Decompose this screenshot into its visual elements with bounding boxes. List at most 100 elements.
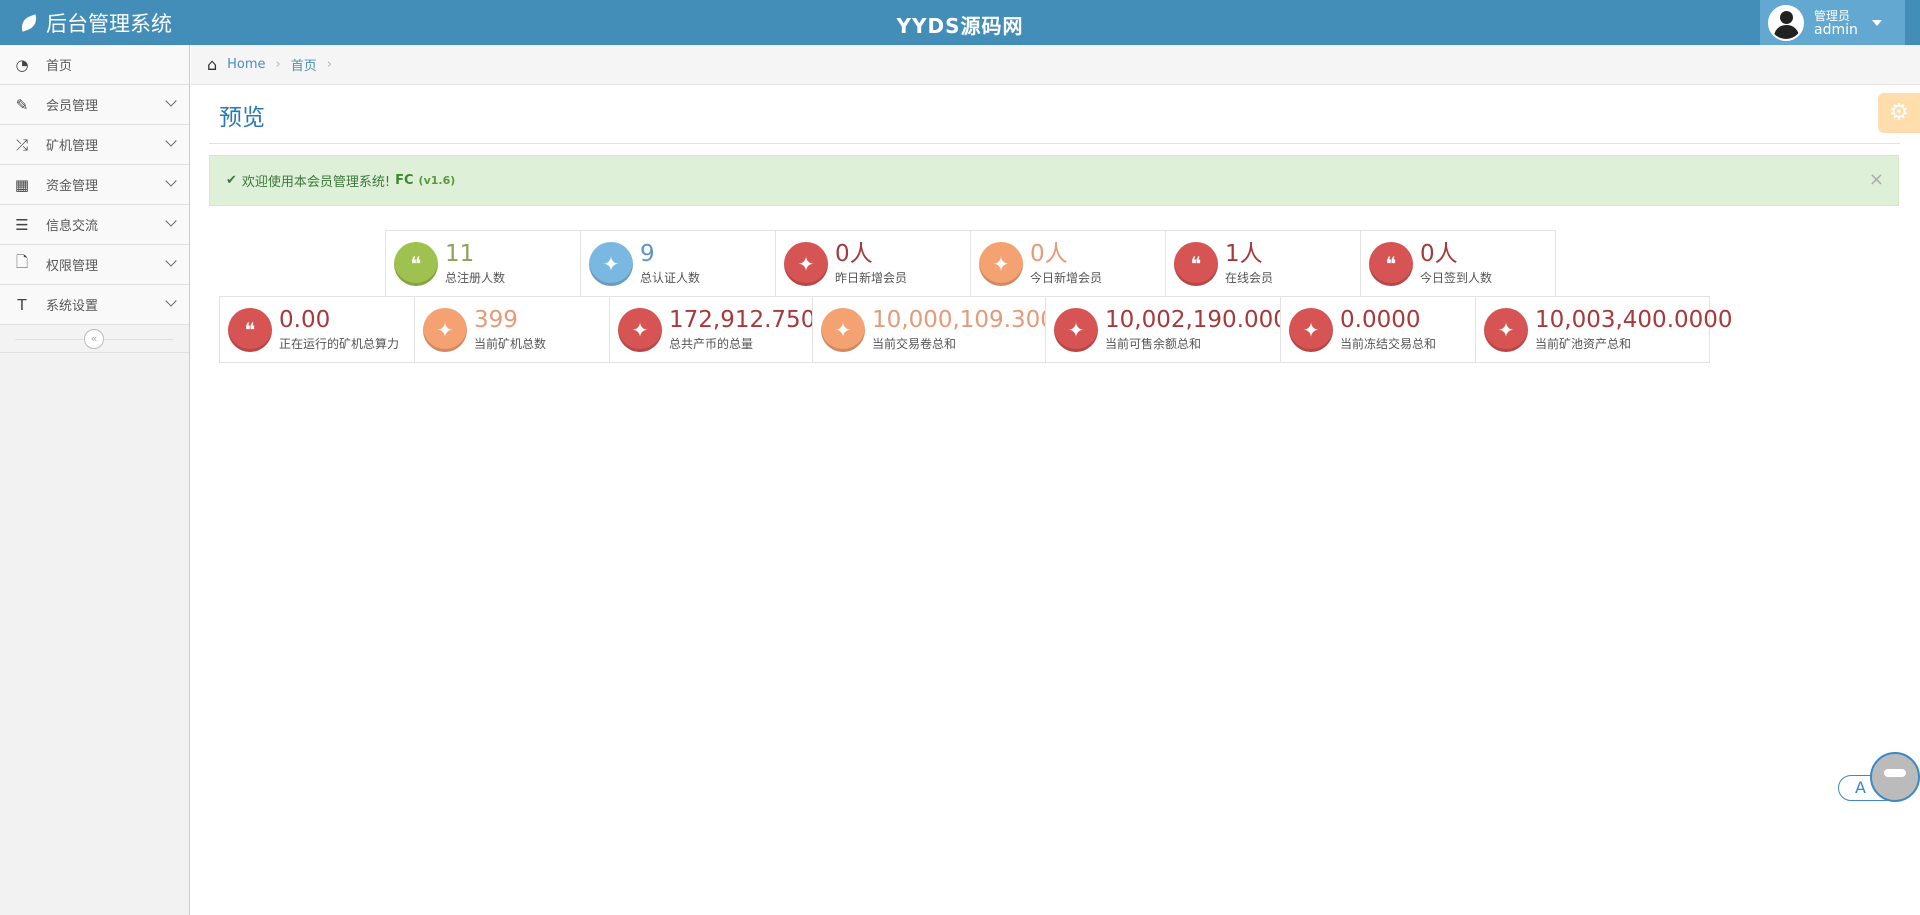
user-menu[interactable]: 管理员 admin [1760, 0, 1905, 45]
assistant-widget[interactable]: A [1838, 752, 1920, 802]
sidebar-item-label: 权限管理 [46, 259, 99, 274]
twitter-icon: ✦ [1289, 307, 1333, 352]
stat-box: ✦ 399 当前矿机总数 [414, 296, 610, 363]
alert-brand: FC [395, 173, 414, 188]
settings-gear-button[interactable]: ⚙ [1878, 93, 1920, 133]
stat-label: 今日签到人数 [1420, 271, 1493, 285]
stat-label: 当前可售余额总和 [1105, 337, 1202, 351]
chevron-down-icon [165, 295, 177, 307]
stat-label: 当前矿机总数 [474, 337, 547, 351]
robot-avatar-icon[interactable] [1870, 752, 1920, 802]
stat-label: 当前矿池资产总和 [1535, 337, 1632, 351]
stat-box: ✦ 10,002,190.0000 当前可售余额总和 [1045, 296, 1303, 363]
breadcrumb-separator: › [326, 57, 332, 72]
sidebar-item[interactable]: T 系统设置 [0, 285, 189, 325]
sidebar-item[interactable]: ✎ 会员管理 [0, 85, 189, 125]
chevron-down-icon [165, 215, 177, 227]
dashboard-icon: ◔ [15, 55, 29, 74]
twitter-icon: ✦ [618, 307, 662, 352]
stat-label: 今日新增会员 [1030, 271, 1103, 285]
stat-box: ✦ 0人今日新增会员 [970, 230, 1166, 297]
stat-label: 总认证人数 [640, 271, 701, 285]
stat-label: 正在运行的矿机总算力 [279, 337, 400, 351]
stat-label: 在线会员 [1225, 271, 1274, 285]
stat-box: ❝ 1人在线会员 [1165, 230, 1361, 297]
twitter-icon: ✦ [589, 241, 633, 286]
stat-box: ✦ 172,912.7502 总共产币的总量 [609, 296, 830, 363]
welcome-alert: ✔ 欢迎使用本会员管理系统! FC (v1.6) × [209, 155, 1899, 206]
breadcrumb-separator: › [275, 57, 281, 72]
stats-row-2: ❝ 0.00 正在运行的矿机总算力 ✦ 399 当前矿机总数 ✦ 172,912.7502 总共… [219, 296, 1733, 363]
stat-value: 0.0000 [1340, 307, 1421, 333]
breadcrumb: ⌂ Home › 首页 › [191, 45, 1920, 85]
stat-label: 当前冻结交易总和 [1340, 337, 1437, 351]
stat-value: 0人 [1420, 241, 1458, 267]
stat-value: 1人 [1225, 241, 1263, 267]
stat-box: ❝ 11 总注册人数 [385, 230, 581, 297]
random-icon: ⤮ [15, 135, 28, 154]
stat-value: 0人 [835, 241, 873, 267]
sidebar: ◔ 首页 ✎ 会员管理 ⤮ 矿机管理 ▦ 资金管理 ☰ 信息交流 🗋 权限管理 T 系统设置 « [0, 45, 190, 915]
twitter-icon: ✦ [423, 307, 467, 352]
stat-value: 11 [445, 241, 475, 267]
comments-icon: ❝ [394, 241, 438, 286]
sidebar-item-label: 会员管理 [46, 99, 99, 114]
top-navbar: 后台管理系统 YYDS源码网 管理员 admin [0, 0, 1920, 45]
sidebar-item-label: 系统设置 [46, 299, 99, 314]
twitter-icon: ✦ [1484, 307, 1528, 352]
sidebar-item-label: 资金管理 [46, 179, 99, 194]
chevron-down-icon [165, 255, 177, 267]
stat-value: 172,912.7502 [669, 307, 830, 333]
twitter-icon: ✦ [979, 241, 1023, 286]
calendar-icon: ▦ [14, 175, 30, 194]
sidebar-item[interactable]: 🗋 权限管理 [0, 245, 189, 285]
sidebar-item[interactable]: ☰ 信息交流 [0, 205, 189, 245]
stat-label: 总共产币的总量 [669, 337, 754, 351]
leaf-icon [18, 14, 40, 32]
chevron-down-icon [165, 175, 177, 187]
check-icon: ✔ [226, 173, 237, 188]
stat-box: ✦ 10,000,109.3000 当前交易卷总和 [812, 296, 1070, 363]
page-header: 预览 [209, 98, 1900, 144]
stat-value: 0人 [1030, 241, 1068, 267]
brand-link[interactable]: 后台管理系统 [18, 8, 172, 38]
stat-value: 9 [640, 241, 655, 267]
comments-icon: ❝ [1369, 241, 1413, 286]
sidebar-item[interactable]: ▦ 资金管理 [0, 165, 189, 205]
breadcrumb-home[interactable]: Home [227, 57, 266, 72]
stats-row-1: ❝ 11 总注册人数 ✦ 9 总认证人数 ✦ 0人昨日新增会员 ✦ 0人今日新增会员 ❝ 1人在线会员… [385, 230, 1556, 297]
brand-title: 后台管理系统 [46, 12, 172, 36]
close-icon[interactable]: × [1868, 169, 1884, 190]
avatar [1768, 4, 1804, 41]
alert-version: (v1.6) [418, 174, 456, 187]
sidebar-item-label: 信息交流 [46, 219, 99, 234]
stat-value: 0.00 [279, 307, 331, 333]
file-icon: 🗋 [15, 253, 29, 271]
stat-box: ✦ 9 总认证人数 [580, 230, 776, 297]
stat-value: 10,002,190.0000 [1105, 307, 1303, 333]
stat-value: 10,000,109.3000 [872, 307, 1070, 333]
collapse-sidebar-button[interactable]: « [84, 329, 104, 349]
edit-icon: ✎ [15, 95, 29, 114]
twitter-icon: ✦ [821, 307, 865, 352]
stat-label: 总注册人数 [445, 271, 506, 285]
list-alt-icon: ☰ [15, 215, 29, 234]
sidebar-item[interactable]: ◔ 首页 [0, 45, 189, 85]
stat-label: 昨日新增会员 [835, 271, 908, 285]
stat-value: 399 [474, 307, 518, 333]
text-icon: T [17, 295, 27, 314]
stat-box: ✦ 0人昨日新增会员 [775, 230, 971, 297]
stat-value: 10,003,400.0000 [1535, 307, 1733, 333]
stat-box: ✦ 0.0000 当前冻结交易总和 [1280, 296, 1476, 363]
twitter-icon: ✦ [784, 241, 828, 286]
caret-down-icon [1871, 19, 1882, 26]
breadcrumb-current[interactable]: 首页 [290, 59, 317, 74]
chevron-down-icon [165, 135, 177, 147]
sidebar-item[interactable]: ⤮ 矿机管理 [0, 125, 189, 165]
stat-box: ❝ 0.00 正在运行的矿机总算力 [219, 296, 415, 363]
comments-icon: ❝ [1174, 241, 1218, 286]
stat-box: ❝ 0人今日签到人数 [1360, 230, 1556, 297]
home-icon: ⌂ [207, 55, 218, 74]
site-title: YYDS源码网 [896, 14, 1024, 38]
chevron-down-icon [165, 95, 177, 107]
